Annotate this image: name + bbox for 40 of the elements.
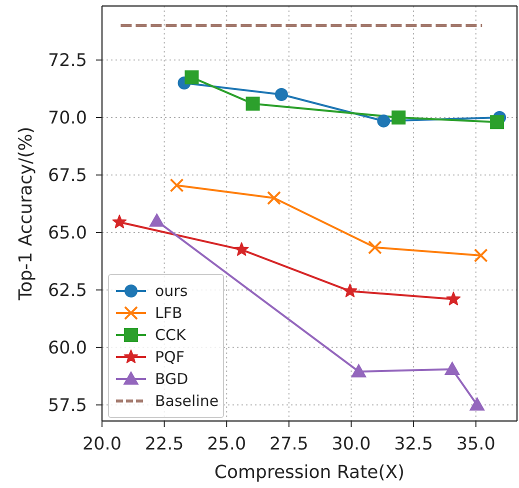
y-axis-title: Top-1 Accuracy/(%) <box>15 126 36 302</box>
point <box>490 115 504 130</box>
point <box>170 178 184 192</box>
point <box>351 364 366 378</box>
point <box>377 114 390 128</box>
point <box>234 242 249 256</box>
x-tick-label: 30.0 <box>332 434 371 454</box>
legend-label: LFB <box>155 304 182 322</box>
point <box>470 397 485 411</box>
point <box>444 362 460 376</box>
point <box>446 292 461 306</box>
y-tick-label: 62.5 <box>48 281 87 302</box>
y-tick-label: 72.5 <box>48 51 87 72</box>
point <box>246 96 260 111</box>
y-tick-label: 65.0 <box>48 224 87 244</box>
point <box>184 70 199 84</box>
y-tick-label: 60.0 <box>48 338 87 359</box>
x-tick-label: 20.0 <box>82 434 122 454</box>
legend-label: Baseline <box>155 392 219 410</box>
point <box>368 240 382 254</box>
legend-label: CCK <box>155 326 186 344</box>
legend-label: ours <box>155 282 188 300</box>
y-tick-label: 70.0 <box>48 108 87 129</box>
point <box>392 110 406 125</box>
x-tick-label: 35.0 <box>456 434 496 454</box>
y-tick-label: 57.5 <box>48 396 87 416</box>
point <box>266 190 281 205</box>
x-tick-label: 25.0 <box>207 434 246 454</box>
x-axis-title: Compression Rate(X) <box>214 462 405 483</box>
legend-label: PQF <box>155 348 184 366</box>
legend-label: BGD <box>155 370 188 388</box>
point <box>149 213 164 227</box>
y-tick-label: 67.5 <box>48 166 87 186</box>
x-tick-label: 27.5 <box>269 434 308 454</box>
point <box>342 284 358 298</box>
x-tick-label: 22.5 <box>144 434 184 454</box>
x-tick-label: 32.5 <box>394 434 434 454</box>
point <box>474 248 488 262</box>
point <box>274 88 288 102</box>
point <box>112 214 127 228</box>
